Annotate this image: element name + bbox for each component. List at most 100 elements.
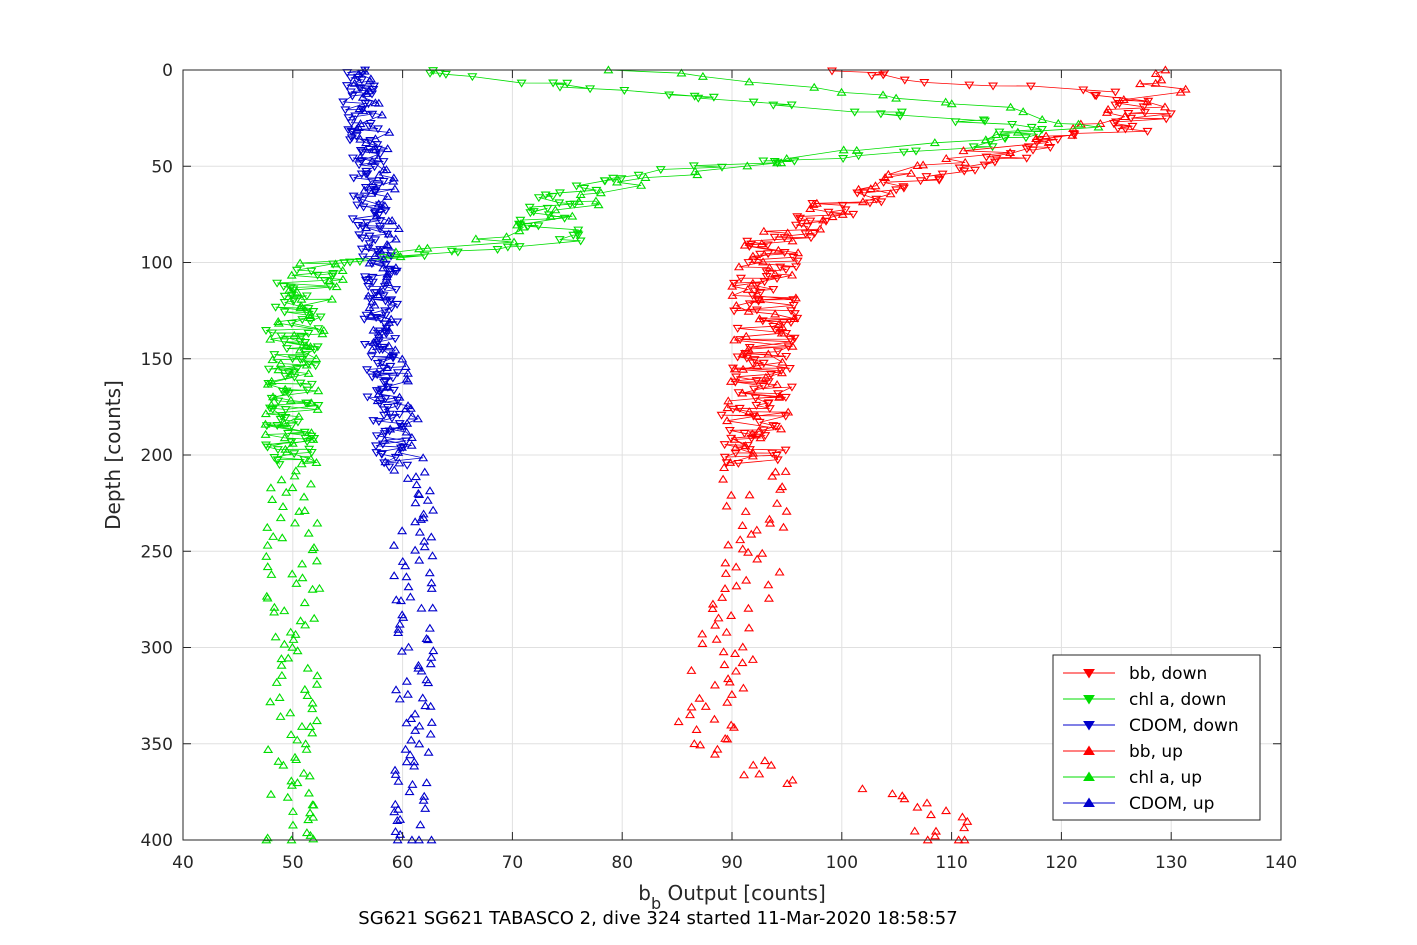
data-point bbox=[787, 270, 798, 279]
data-point bbox=[1036, 126, 1047, 135]
data-point bbox=[770, 309, 781, 318]
data-point bbox=[266, 400, 277, 409]
data-point bbox=[386, 296, 397, 305]
data-point bbox=[297, 316, 308, 325]
data-point bbox=[352, 201, 363, 210]
data-point bbox=[383, 325, 394, 334]
data-point bbox=[809, 82, 820, 91]
data-point bbox=[676, 68, 687, 77]
data-point bbox=[711, 634, 722, 643]
data-point bbox=[636, 180, 647, 189]
x-axis-label-rest: Output [counts] bbox=[661, 881, 826, 905]
data-point bbox=[301, 828, 312, 837]
series-chl-a-down bbox=[260, 67, 1047, 470]
data-point bbox=[360, 276, 371, 285]
data-point bbox=[782, 778, 793, 787]
data-point bbox=[367, 110, 378, 119]
data-point bbox=[899, 76, 910, 85]
data-point bbox=[367, 278, 378, 287]
data-point bbox=[269, 454, 280, 463]
data-point bbox=[367, 296, 378, 305]
data-point bbox=[726, 490, 737, 499]
data-point bbox=[720, 568, 731, 577]
data-point bbox=[518, 222, 529, 231]
data-point bbox=[273, 756, 284, 765]
data-point bbox=[452, 248, 463, 257]
data-point bbox=[286, 270, 297, 279]
data-point bbox=[358, 253, 369, 262]
data-point bbox=[276, 332, 287, 341]
data-point bbox=[299, 684, 310, 693]
data-point bbox=[1159, 102, 1170, 111]
data-point bbox=[414, 721, 425, 730]
data-point bbox=[545, 211, 556, 220]
legend-label: CDOM, down bbox=[1129, 716, 1239, 736]
data-point bbox=[1037, 115, 1048, 123]
data-point bbox=[359, 340, 370, 349]
data-point bbox=[808, 199, 819, 208]
data-point bbox=[373, 389, 384, 398]
data-point bbox=[755, 250, 766, 259]
data-point bbox=[761, 272, 772, 281]
data-point bbox=[357, 148, 368, 157]
data-point bbox=[273, 365, 284, 374]
data-point bbox=[402, 689, 413, 698]
data-point bbox=[371, 211, 382, 220]
data-point bbox=[786, 338, 797, 347]
data-point bbox=[772, 380, 783, 389]
data-point bbox=[381, 272, 392, 281]
data-point bbox=[306, 428, 317, 437]
data-point bbox=[726, 689, 737, 698]
data-point bbox=[1045, 144, 1056, 153]
data-point bbox=[384, 127, 395, 136]
data-point bbox=[305, 318, 316, 327]
data-point bbox=[697, 638, 708, 647]
data-point bbox=[272, 456, 283, 465]
data-point bbox=[1018, 107, 1029, 116]
data-point bbox=[372, 396, 383, 405]
legend-marker bbox=[1083, 695, 1095, 705]
data-point bbox=[780, 266, 791, 275]
data-point bbox=[388, 386, 399, 395]
data-point bbox=[292, 778, 303, 787]
data-point bbox=[348, 192, 359, 201]
data-point bbox=[413, 663, 424, 672]
data-point bbox=[501, 232, 512, 241]
data-point bbox=[752, 361, 763, 370]
data-point bbox=[946, 99, 957, 108]
data-point bbox=[710, 620, 721, 629]
data-point bbox=[770, 422, 781, 431]
data-point bbox=[509, 237, 520, 246]
data-point bbox=[319, 277, 330, 286]
data-point bbox=[786, 101, 797, 110]
data-point bbox=[261, 551, 272, 560]
data-point bbox=[298, 768, 309, 777]
y-tick-label: 0 bbox=[162, 61, 173, 81]
data-point bbox=[303, 329, 314, 338]
data-point bbox=[346, 119, 357, 128]
data-point bbox=[740, 441, 751, 450]
data-point bbox=[380, 260, 391, 269]
data-point bbox=[744, 490, 755, 499]
data-point bbox=[730, 648, 741, 657]
data-point bbox=[792, 314, 803, 323]
data-point bbox=[1067, 130, 1078, 139]
data-point bbox=[1093, 122, 1104, 131]
data-point bbox=[515, 216, 526, 225]
data-point bbox=[780, 466, 791, 475]
data-point bbox=[747, 429, 758, 438]
data-point bbox=[709, 680, 720, 689]
data-point bbox=[340, 106, 351, 115]
data-point bbox=[1089, 91, 1100, 100]
data-point bbox=[764, 514, 775, 523]
data-point bbox=[689, 92, 700, 101]
data-point bbox=[1180, 84, 1191, 93]
data-point bbox=[311, 679, 322, 688]
data-point bbox=[260, 429, 271, 438]
data-point bbox=[728, 722, 739, 731]
data-point bbox=[795, 214, 806, 223]
data-point bbox=[426, 583, 437, 592]
data-point bbox=[382, 278, 393, 287]
data-point bbox=[700, 701, 711, 710]
data-point bbox=[388, 173, 399, 182]
